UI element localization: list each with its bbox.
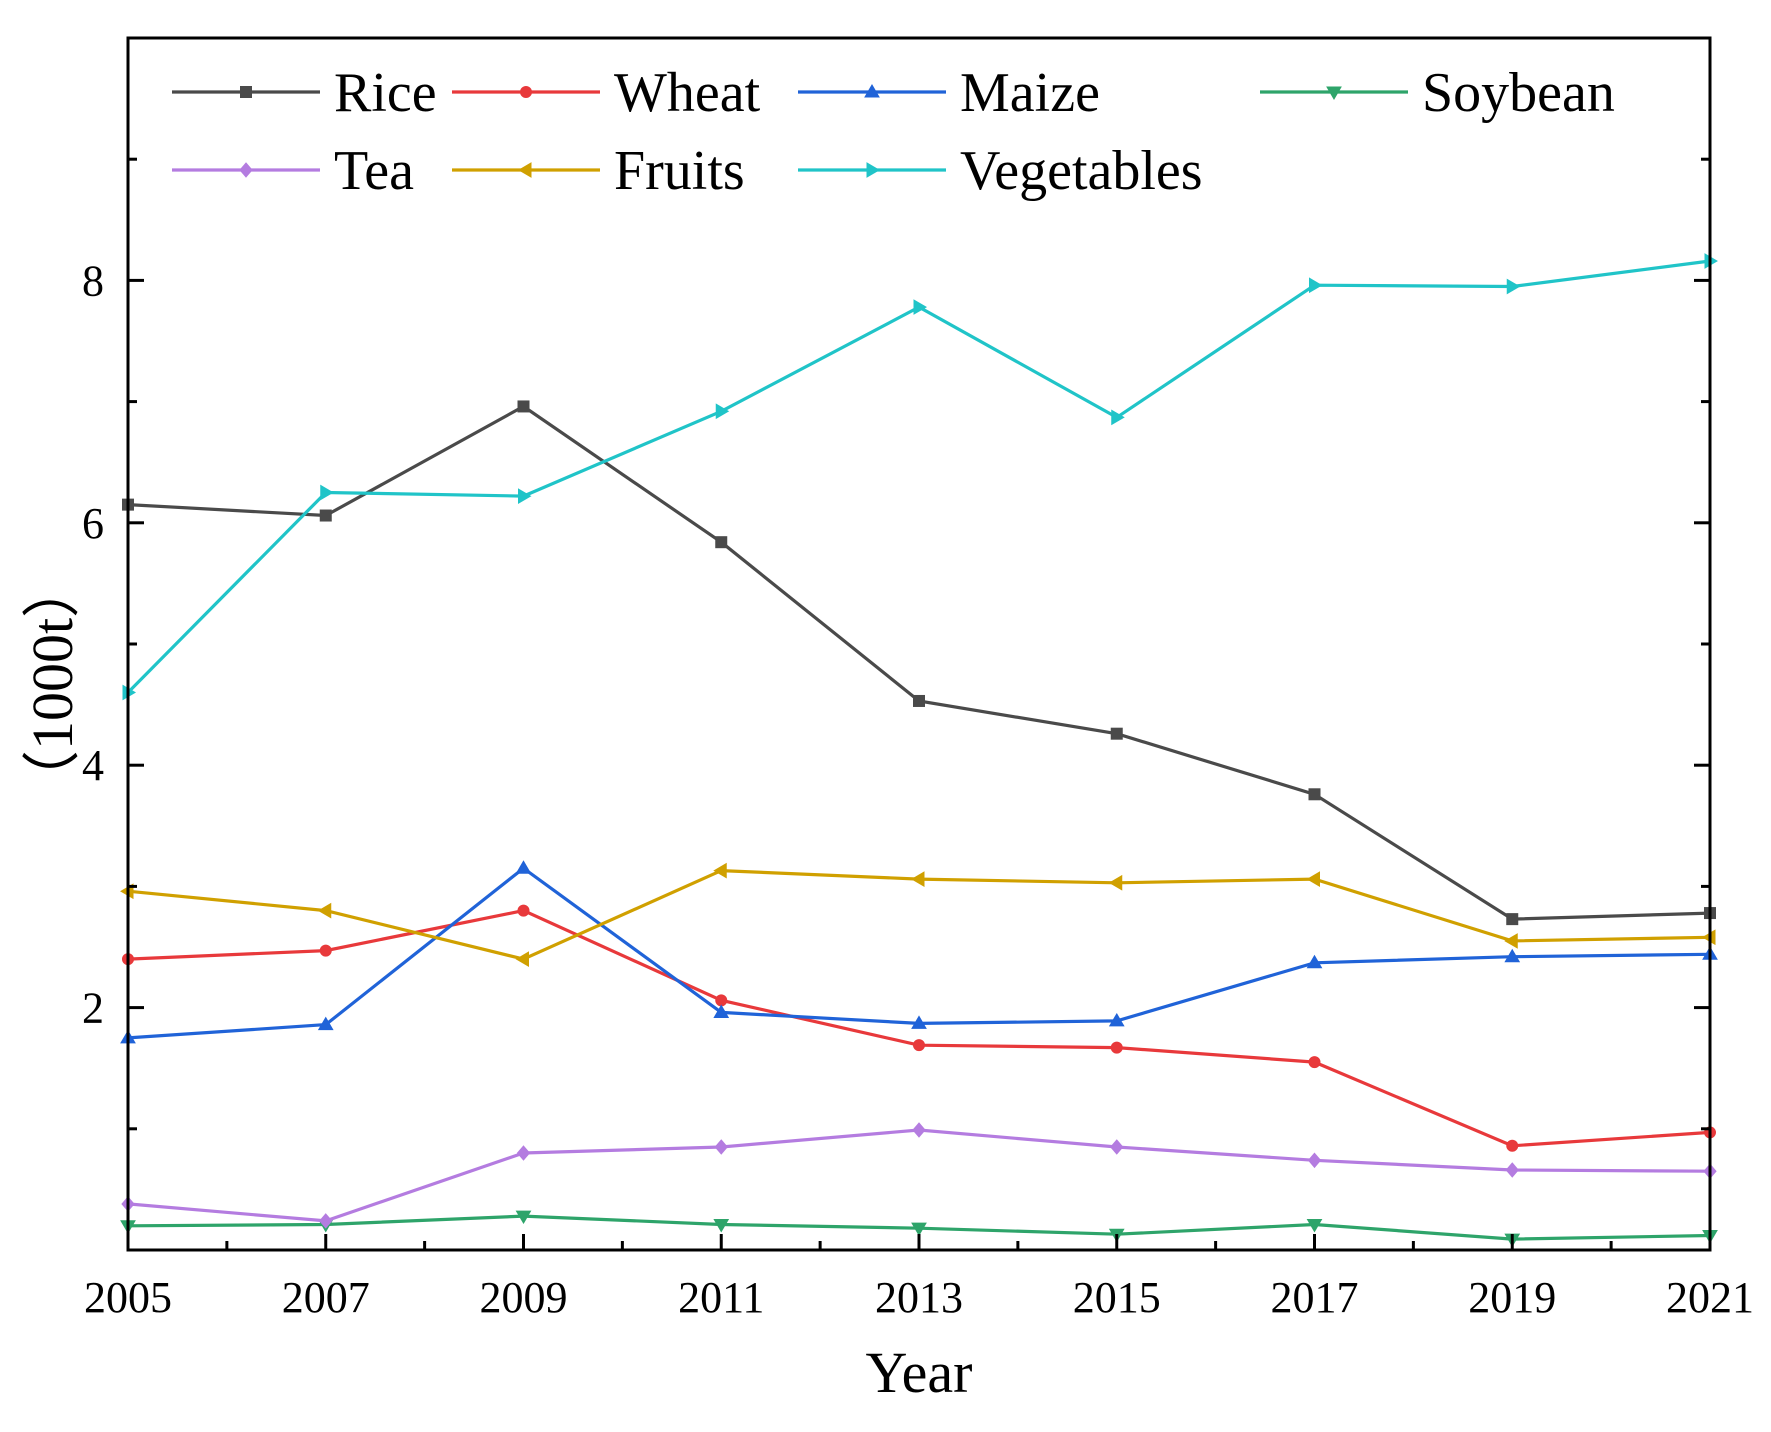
x-tick-label: 2005 xyxy=(84,1273,172,1322)
legend-label-vegetables: Vegetables xyxy=(960,140,1203,202)
data-point-wheat-2013 xyxy=(913,1039,925,1052)
series-line-tea xyxy=(127,1128,1711,1223)
legend-item-fruits: Fruits xyxy=(452,140,745,202)
data-point-tea-2019 xyxy=(1505,1162,1519,1178)
legend-item-tea: Tea xyxy=(172,140,414,202)
legend-item-wheat: Wheat xyxy=(452,62,761,124)
series-rice xyxy=(122,400,1716,926)
legend-label-tea: Tea xyxy=(334,140,414,202)
data-point-rice-2009 xyxy=(517,400,530,413)
legend: Rice Wheat Maize Soybean Tea Fruits Vegetables xyxy=(172,62,1615,202)
x-tick-label: 2009 xyxy=(480,1273,568,1322)
x-tick-label: 2007 xyxy=(282,1273,370,1322)
legend-item-maize: Maize xyxy=(798,62,1100,124)
legend-item-soybean: Soybean xyxy=(1260,62,1615,124)
data-point-wheat-2015 xyxy=(1110,1041,1123,1054)
axis-ticks: 2005 2007 2009 2011 2013 2015 2017 2019 2021 2 4 6 8 xyxy=(82,157,1754,1322)
series-line-fruits xyxy=(127,868,1711,961)
data-point-maize-2007 xyxy=(317,1016,334,1031)
series-fruits xyxy=(120,862,1716,967)
x-tick-label: 2011 xyxy=(678,1273,764,1322)
data-point-vegetables-2017 xyxy=(1309,277,1323,294)
data-point-wheat-2017 xyxy=(1308,1056,1321,1069)
data-point-wheat-2019 xyxy=(1506,1139,1519,1152)
series-line-vegetables xyxy=(126,259,1711,694)
legend-label-rice: Rice xyxy=(334,62,437,124)
data-point-wheat-2011 xyxy=(715,994,728,1007)
data-point-soybean-2017 xyxy=(1306,1219,1323,1233)
legend-marker-tea xyxy=(239,162,253,178)
data-point-tea-2011 xyxy=(714,1139,728,1155)
data-point-vegetables-2013 xyxy=(913,299,927,315)
data-point-tea-2017 xyxy=(1307,1152,1322,1169)
data-point-soybean-2013 xyxy=(911,1222,927,1237)
legend-marker-soybean xyxy=(1326,86,1342,100)
legend-marker-rice xyxy=(240,86,252,98)
data-point-maize-2009 xyxy=(515,860,532,874)
data-point-vegetables-2011 xyxy=(715,403,730,420)
data-point-maize-2013 xyxy=(911,1015,927,1029)
series-maize xyxy=(120,860,1718,1044)
legend-marker-wheat xyxy=(520,86,532,98)
data-point-vegetables-2007 xyxy=(320,484,334,501)
legend-label-wheat: Wheat xyxy=(614,62,761,124)
data-point-wheat-2009 xyxy=(517,904,530,917)
x-tick-label: 2019 xyxy=(1468,1273,1556,1322)
legend-label-maize: Maize xyxy=(960,62,1100,124)
data-point-tea-2015 xyxy=(1110,1139,1124,1155)
data-point-tea-2013 xyxy=(912,1122,926,1138)
y-axis-title: （1000t） xyxy=(20,560,85,808)
x-tick-label: 2017 xyxy=(1271,1273,1359,1322)
y-tick-label: 2 xyxy=(82,984,104,1033)
legend-label-soybean: Soybean xyxy=(1422,62,1615,124)
data-point-fruits-2019 xyxy=(1504,933,1518,949)
data-point-maize-2011 xyxy=(713,1004,730,1018)
data-point-rice-2017 xyxy=(1308,788,1321,801)
x-tick-label: 2021 xyxy=(1666,1273,1754,1322)
y-tick-label: 4 xyxy=(82,741,104,790)
data-point-vegetables-2015 xyxy=(1111,409,1125,426)
legend-item-vegetables: Vegetables xyxy=(798,140,1203,202)
data-point-fruits-2017 xyxy=(1306,871,1320,887)
data-point-maize-2015 xyxy=(1108,1012,1125,1027)
x-tick-label: 2013 xyxy=(875,1273,963,1322)
data-point-maize-2019 xyxy=(1504,948,1521,963)
data-point-maize-2017 xyxy=(1306,954,1323,969)
data-point-rice-2013 xyxy=(913,694,925,707)
series-wheat xyxy=(122,904,1716,1152)
data-point-fruits-2015 xyxy=(1108,874,1123,891)
legend-item-rice: Rice xyxy=(172,62,437,124)
data-point-wheat-2007 xyxy=(319,944,332,957)
series-tea xyxy=(121,1122,1717,1229)
plot-frame xyxy=(126,36,1712,1252)
data-point-fruits-2007 xyxy=(317,902,332,919)
x-axis-title: Year xyxy=(866,1340,973,1405)
data-point-soybean-2009 xyxy=(515,1210,532,1225)
data-point-rice-2019 xyxy=(1506,913,1519,926)
legend-label-fruits: Fruits xyxy=(614,140,745,202)
data-point-fruits-2009 xyxy=(515,951,529,967)
data-point-vegetables-2009 xyxy=(518,488,532,505)
data-point-fruits-2013 xyxy=(911,871,925,887)
y-tick-label: 8 xyxy=(82,256,104,305)
data-point-tea-2007 xyxy=(319,1213,333,1229)
data-point-rice-2011 xyxy=(715,536,728,549)
y-tick-label: 6 xyxy=(82,499,104,548)
data-point-rice-2015 xyxy=(1110,727,1123,740)
data-point-tea-2009 xyxy=(516,1145,531,1161)
data-point-soybean-2011 xyxy=(713,1219,730,1233)
x-tick-label: 2015 xyxy=(1073,1273,1161,1322)
series-vegetables xyxy=(122,253,1718,701)
data-point-vegetables-2019 xyxy=(1506,278,1521,295)
legend-marker-maize xyxy=(864,84,880,98)
data-point-fruits-2011 xyxy=(713,862,727,879)
data-point-rice-2007 xyxy=(319,509,332,522)
series-line-rice xyxy=(127,404,1711,921)
legend-marker-vegetables xyxy=(866,162,880,178)
series-layer xyxy=(120,253,1718,1248)
legend-marker-fruits xyxy=(518,162,532,178)
